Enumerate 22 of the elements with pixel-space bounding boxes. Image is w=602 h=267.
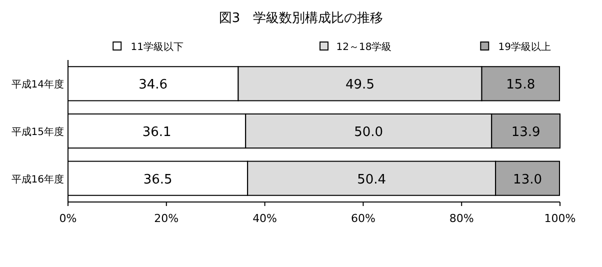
legend-label: 11学級以下 bbox=[130, 41, 184, 53]
data-label: 50.4 bbox=[357, 172, 386, 188]
legend-label: 12～18学級 bbox=[336, 41, 392, 53]
data-label: 13.9 bbox=[511, 125, 540, 140]
x-tick-label: 0% bbox=[59, 212, 77, 225]
x-tick-label: 100% bbox=[544, 212, 576, 225]
y-tick-label: 平成14年度 bbox=[11, 78, 64, 91]
x-tick-label: 60% bbox=[350, 212, 376, 225]
x-tick-label: 40% bbox=[252, 212, 278, 225]
data-label: 36.5 bbox=[143, 172, 172, 188]
x-tick-label: 20% bbox=[154, 212, 179, 225]
y-tick-label: 平成15年度 bbox=[11, 126, 64, 138]
data-label: 34.6 bbox=[138, 78, 168, 93]
x-tick-label: 80% bbox=[449, 212, 474, 225]
chart-title: 図3 学級数別構成比の推移 bbox=[218, 11, 384, 26]
legend-label: 19学級以上 bbox=[498, 41, 552, 53]
y-tick-label: 平成16年度 bbox=[11, 173, 64, 186]
data-label: 36.1 bbox=[142, 125, 172, 140]
data-label: 50.0 bbox=[354, 125, 384, 140]
data-label: 15.8 bbox=[506, 78, 536, 93]
data-label: 49.5 bbox=[346, 78, 374, 93]
data-label: 13.0 bbox=[513, 172, 542, 188]
